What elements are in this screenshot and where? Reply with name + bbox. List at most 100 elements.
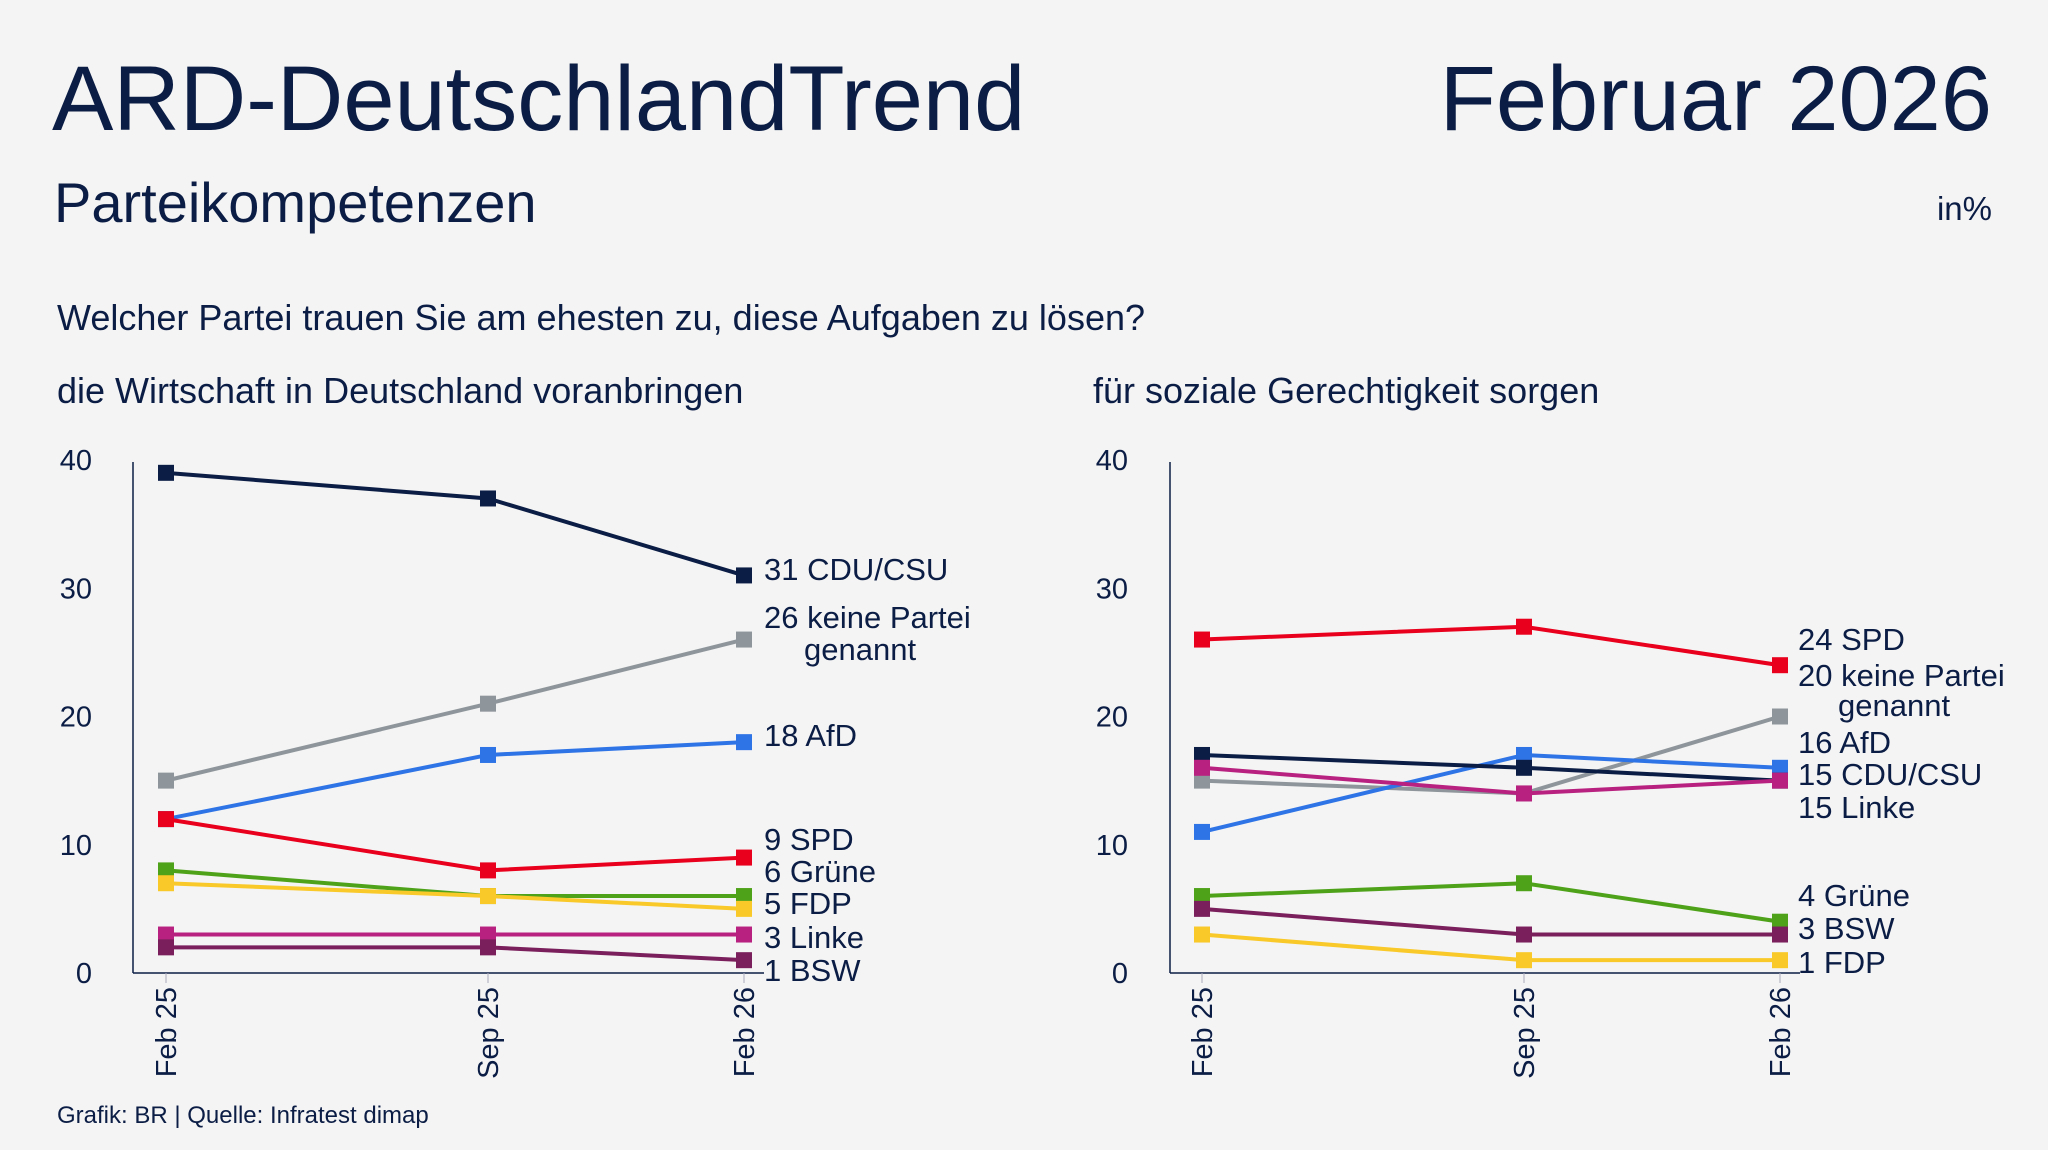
data-point xyxy=(736,849,752,866)
data-point xyxy=(158,926,174,943)
series-line xyxy=(1201,714,1781,796)
y-tick-label: 20 xyxy=(1096,702,1128,734)
data-point xyxy=(1772,926,1788,943)
chart-title-right: für soziale Gerechtigkeit sorgen xyxy=(1093,370,1599,411)
x-tick-label: Feb 25 xyxy=(1187,987,1219,1077)
data-label: 4 Grüne xyxy=(1798,878,1910,913)
data-label: 1 BSW xyxy=(764,953,861,988)
data-label: 3 Linke xyxy=(764,920,864,955)
data-point xyxy=(158,862,174,879)
data-point xyxy=(1194,888,1210,905)
data-point xyxy=(158,772,174,789)
data-point xyxy=(1772,952,1788,969)
y-tick-label: 20 xyxy=(60,702,92,734)
date-title: Februar 2026 xyxy=(1440,48,1992,150)
data-point xyxy=(480,926,496,943)
chart-title-left: die Wirtschaft in Deutschland voranbring… xyxy=(57,370,743,411)
series-grüne: 4 Grüne xyxy=(1194,875,1910,930)
series-afd: 16 AfD xyxy=(1194,725,1891,840)
x-tick-label: Sep 25 xyxy=(473,987,505,1079)
y-tick-label: 30 xyxy=(1096,573,1128,605)
data-point xyxy=(158,811,174,828)
series-linke: 3 Linke xyxy=(158,920,864,955)
data-label-continued: genannt xyxy=(1838,688,1950,723)
data-label: 3 BSW xyxy=(1798,911,1895,946)
data-point xyxy=(158,939,174,956)
series-bsw: 3 BSW xyxy=(1194,900,1895,946)
data-label: 9 SPD xyxy=(764,822,854,857)
y-tick-label: 40 xyxy=(1096,445,1128,477)
data-point xyxy=(480,490,496,507)
data-point xyxy=(1516,746,1532,763)
series-line xyxy=(1201,906,1780,937)
data-label: 5 FDP xyxy=(764,886,852,921)
data-label: 15 CDU/CSU xyxy=(1798,757,1982,792)
series-line xyxy=(1201,624,1781,668)
data-point xyxy=(1516,926,1532,943)
data-point xyxy=(480,695,496,712)
data-point xyxy=(480,939,496,956)
subtitle: Parteikompetenzen xyxy=(54,171,537,234)
data-label: 16 AfD xyxy=(1798,725,1891,760)
data-point xyxy=(1516,875,1532,892)
data-point xyxy=(736,952,752,969)
question: Welcher Partei trauen Sie am ehesten zu,… xyxy=(57,297,1145,338)
series-line xyxy=(1201,752,1781,783)
data-label: 24 SPD xyxy=(1798,622,1905,657)
x-tick-label: Feb 26 xyxy=(729,987,761,1077)
data-point xyxy=(1516,759,1532,776)
data-point xyxy=(736,734,752,751)
series-line xyxy=(1201,932,1780,963)
series-line xyxy=(165,740,745,822)
series-bsw: 1 BSW xyxy=(158,939,861,988)
series-line xyxy=(165,470,745,578)
main-title: ARD-DeutschlandTrend xyxy=(52,48,1025,150)
y-tick-label: 10 xyxy=(1096,830,1128,862)
series-line xyxy=(1201,765,1781,796)
data-point xyxy=(1194,746,1210,763)
data-point xyxy=(158,464,174,481)
data-point xyxy=(1194,900,1210,917)
y-tick-label: 0 xyxy=(76,958,92,990)
data-point xyxy=(1194,926,1210,943)
x-tick-label: Feb 25 xyxy=(151,987,183,1077)
series-cdu-csu: 31 CDU/CSU xyxy=(158,464,948,587)
data-point xyxy=(1772,657,1788,674)
series-linke: 15 Linke xyxy=(1194,759,1915,825)
data-point xyxy=(480,888,496,905)
data-point xyxy=(736,631,752,648)
series-line xyxy=(165,817,745,873)
line-chart-0: 0 10 20 30 40 Feb 25 Sep 25 Feb 26 31 CDU/CSU 26 … xyxy=(60,445,971,1079)
series-fdp: 1 FDP xyxy=(1194,926,1886,980)
data-point xyxy=(1772,913,1788,930)
data-label: 1 FDP xyxy=(1798,945,1886,980)
y-tick-label: 40 xyxy=(60,445,92,477)
data-point xyxy=(736,567,752,584)
y-tick-label: 0 xyxy=(1112,958,1128,990)
data-point xyxy=(1772,772,1788,789)
data-point xyxy=(158,875,174,892)
data-point xyxy=(736,926,752,943)
data-point xyxy=(1772,708,1788,725)
data-label: 20 keine Partei xyxy=(1798,658,2005,693)
data-label: 31 CDU/CSU xyxy=(764,552,948,587)
data-point xyxy=(1516,618,1532,635)
data-label-continued: genannt xyxy=(804,632,916,667)
data-point xyxy=(736,900,752,917)
data-label: 15 Linke xyxy=(1798,790,1915,825)
data-point xyxy=(1516,952,1532,969)
unit-label: in% xyxy=(1937,190,1992,227)
series-spd: 24 SPD xyxy=(1194,618,1905,674)
x-tick-label: Feb 26 xyxy=(1765,987,1797,1077)
data-point xyxy=(1772,759,1788,776)
y-tick-label: 10 xyxy=(60,830,92,862)
series-line xyxy=(165,637,745,783)
data-label: 18 AfD xyxy=(764,718,857,753)
series-fdp: 5 FDP xyxy=(158,875,852,921)
series-line xyxy=(166,945,745,963)
series-line xyxy=(165,868,744,899)
series-afd: 18 AfD xyxy=(158,718,857,828)
